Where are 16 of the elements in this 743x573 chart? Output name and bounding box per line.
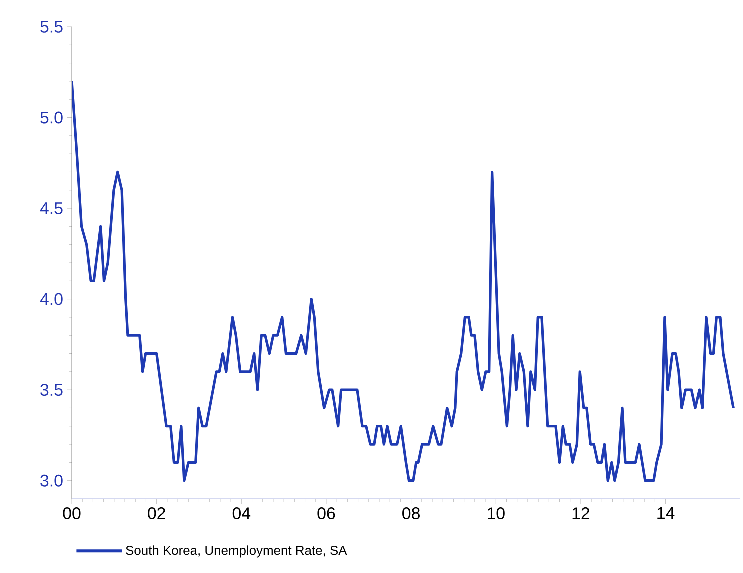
y-tick-label: 3.5 xyxy=(40,384,63,396)
y-tick-label: 4.5 xyxy=(40,202,63,214)
y-tick-label: 5.0 xyxy=(40,112,63,124)
x-tick-label: 14 xyxy=(658,508,675,520)
x-tick-label: 12 xyxy=(572,508,590,520)
y-tick-label: 3.0 xyxy=(40,474,63,487)
x-tick-label: 10 xyxy=(488,508,505,520)
x-tick-label: 02 xyxy=(148,508,166,520)
y-tick-label: 5.5 xyxy=(40,21,63,33)
line-series xyxy=(72,80,735,482)
x-tick-label: 08 xyxy=(402,508,420,520)
x-tick-label: 04 xyxy=(232,508,251,520)
x-tick-label: 06 xyxy=(318,508,336,520)
y-tick-label: 4.0 xyxy=(40,293,63,306)
x-tick-label: 00 xyxy=(63,508,81,520)
legend-label: South Korea, Unemployment Rate, SA xyxy=(126,546,348,558)
